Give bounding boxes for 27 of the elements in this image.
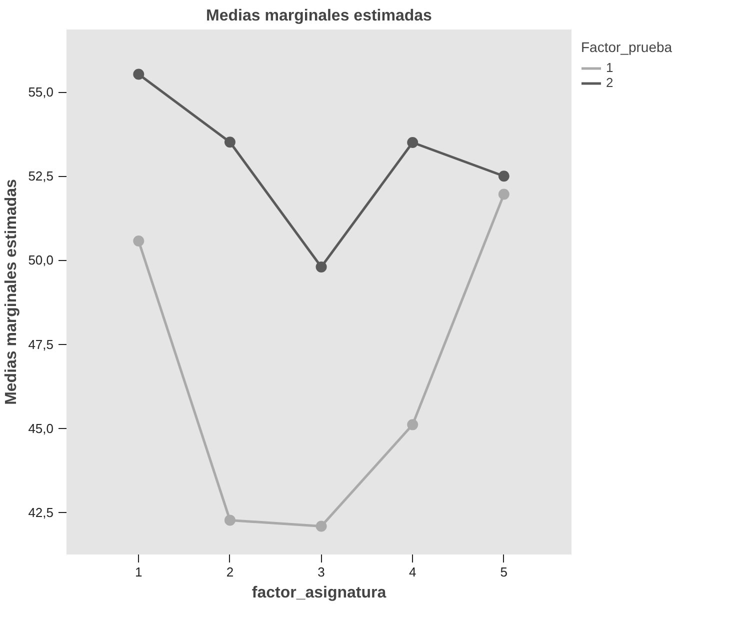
point xyxy=(498,188,510,200)
x-tick-label: 1 xyxy=(135,564,142,580)
x-tick-label: 5 xyxy=(500,564,508,580)
legend-label: 2 xyxy=(606,75,614,90)
y-tick-label: 50,0 xyxy=(28,252,54,268)
point xyxy=(498,170,510,182)
y-tick-label: 47,5 xyxy=(28,336,54,352)
legend-label: 1 xyxy=(606,60,614,75)
y-tick-label: 52,5 xyxy=(28,168,54,184)
x-axis-title: factor_asignatura xyxy=(252,584,386,602)
point xyxy=(224,514,236,526)
point xyxy=(407,419,418,430)
y-axis-title: Medias marginales estimadas xyxy=(3,178,20,405)
legend-title: Factor_prueba xyxy=(581,39,672,55)
point xyxy=(316,261,327,272)
x-tick-label: 4 xyxy=(408,564,416,580)
point xyxy=(316,520,327,532)
point xyxy=(407,137,418,148)
x-tick-label: 2 xyxy=(226,564,234,580)
point xyxy=(133,68,144,80)
point xyxy=(133,236,144,247)
chart-title: Medias marginales estimadas xyxy=(206,8,432,24)
point xyxy=(224,136,236,148)
y-tick-label: 55,0 xyxy=(28,84,54,100)
y-tick-label: 42,5 xyxy=(28,504,54,520)
y-tick-label: 45,0 xyxy=(28,420,54,436)
x-tick-label: 3 xyxy=(318,564,325,580)
